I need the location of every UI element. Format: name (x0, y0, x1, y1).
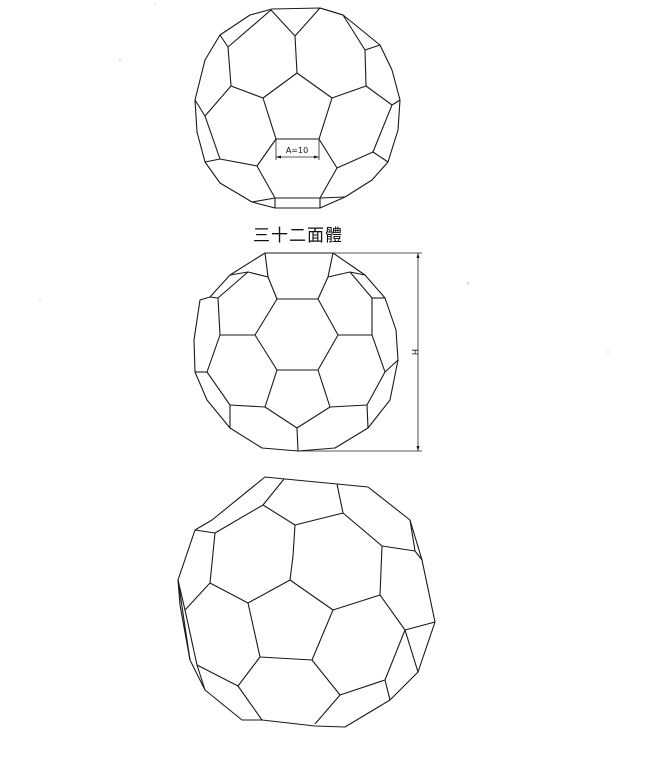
bottom-view-outline (177, 476, 436, 728)
top-view-center-pentagon (262, 72, 333, 140)
middle-view-hexagon-face: H (193, 252, 422, 452)
top-view-outline (194, 7, 401, 209)
scan-specks (39, 3, 609, 353)
top-view-pentagon-face: A=10 (194, 7, 401, 209)
bottom-view-oblique (177, 476, 436, 728)
drawing-title: 三十二面體 (253, 226, 343, 246)
middle-view-center-hexagon (254, 298, 339, 371)
height-dimension: H (298, 252, 422, 452)
edge-dimension-label: A=10 (286, 146, 308, 155)
height-dimension-label: H (410, 349, 419, 355)
edge-dimension: A=10 (275, 139, 320, 160)
